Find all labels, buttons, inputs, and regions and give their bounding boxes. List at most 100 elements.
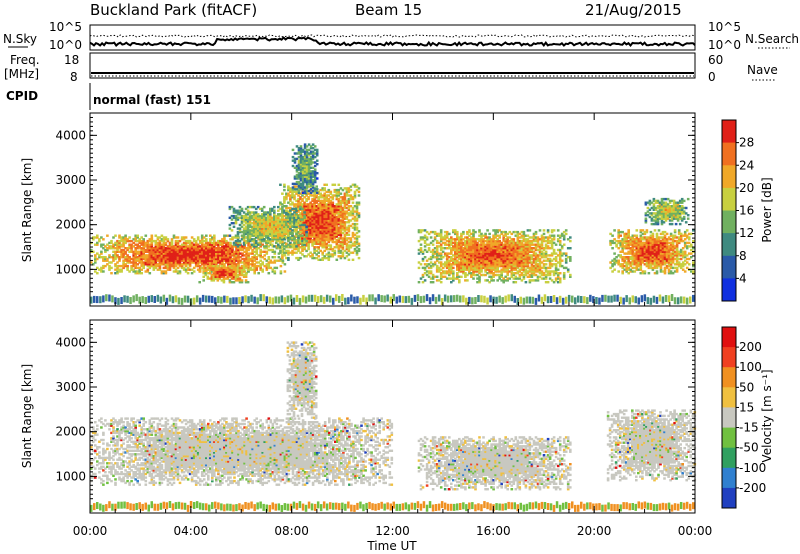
heatmap-cell: [337, 217, 341, 220]
heatmap-cell: [116, 268, 119, 271]
heatmap-cell: [337, 255, 341, 258]
heatmap-cell: [287, 210, 290, 213]
heatmap-cell: [264, 216, 268, 219]
heatmap-cell: [247, 245, 250, 248]
heatmap-cell: [209, 261, 212, 264]
heatmap-cell: [217, 254, 220, 257]
heatmap-cell: [468, 230, 471, 234]
heatmap-cell: [166, 252, 170, 255]
heatmap-cell: [232, 207, 236, 211]
heatmap-cell: [339, 242, 343, 245]
heatmap-cell: [355, 240, 359, 244]
heatmap-cell: [297, 249, 300, 253]
heatmap-cell: [291, 238, 294, 241]
heatmap-cell: [297, 159, 301, 162]
heatmap-cell: [317, 255, 320, 258]
heatmap-cell: [253, 264, 256, 268]
heatmap-cell: [128, 236, 131, 239]
heatmap-cell: [212, 264, 216, 268]
heatmap-cell: [307, 164, 311, 168]
heatmap-cell: [452, 230, 455, 234]
heatmap-cell: [349, 185, 353, 188]
heatmap-cell: [152, 263, 156, 266]
heatmap-cell: [244, 272, 248, 275]
heatmap-cell: [323, 194, 326, 197]
heatmap-cell: [248, 211, 252, 214]
heatmap-cell: [213, 259, 216, 262]
heatmap-cell: [259, 239, 262, 243]
heatmap-cell: [231, 236, 234, 239]
heatmap-cell: [252, 222, 256, 225]
heatmap-cell: [329, 215, 333, 219]
heatmap-cell: [313, 224, 316, 228]
heatmap-cell: [293, 197, 296, 201]
heatmap-cell: [271, 238, 274, 241]
heatmap-cell: [116, 254, 119, 257]
heatmap-cell: [323, 244, 326, 247]
heatmap-cell: [331, 231, 335, 235]
heatmap-cell: [186, 247, 190, 250]
heatmap-cell: [454, 243, 457, 246]
heatmap-cell: [285, 229, 288, 232]
heatmap-cell: [174, 252, 178, 255]
heatmap-cell: [468, 247, 471, 250]
heatmap-cell: [246, 225, 250, 228]
heatmap-cell: [355, 188, 359, 192]
heatmap-cell: [448, 238, 451, 241]
heatmap-cell: [174, 270, 178, 273]
date-title: 21/Aug/2015: [585, 1, 682, 19]
heatmap-cell: [219, 241, 222, 245]
heatmap-cell: [152, 264, 156, 268]
heatmap-cell: [235, 241, 238, 245]
heatmap-cell: [162, 272, 166, 275]
heatmap-cell: [291, 159, 295, 162]
heatmap-cell: [217, 239, 220, 243]
heatmap-cell: [331, 222, 335, 226]
heatmap-cell: [209, 256, 212, 259]
heatmap-cell: [267, 272, 271, 275]
heatmap-cell: [184, 248, 188, 252]
heatmap-cell: [307, 226, 310, 229]
heatmap-cell: [458, 241, 461, 245]
heatmap-cell: [301, 221, 304, 224]
heatmap-cell: [464, 268, 467, 271]
heatmap-cell: [323, 237, 326, 240]
heatmap-cell: [443, 252, 447, 255]
heatmap-cell: [291, 186, 295, 189]
heatmap-cell: [303, 154, 307, 157]
heatmap-cell: [299, 196, 302, 199]
heatmap-cell: [335, 228, 339, 231]
heatmap-cell: [435, 241, 439, 245]
heatmap-cell: [251, 256, 254, 259]
heatmap-cell: [204, 273, 207, 277]
heatmap-cell: [244, 225, 248, 228]
heatmap-cell: [285, 218, 288, 221]
heatmap-cell: [427, 248, 431, 252]
heatmap-cell: [174, 254, 178, 257]
heatmap-cell: [227, 234, 230, 237]
heatmap-cell: [299, 201, 302, 204]
heatmap-cell: [205, 243, 208, 246]
heatmap-cell: [331, 226, 335, 229]
heatmap-cell: [323, 242, 326, 245]
heatmap-cell: [146, 248, 150, 252]
heatmap-cell: [152, 266, 156, 270]
heatmap-cell: [106, 247, 109, 250]
heatmap-cell: [323, 228, 326, 231]
heatmap-cell: [281, 192, 284, 195]
heatmap-cell: [176, 241, 180, 245]
heatmap-cell: [168, 259, 172, 262]
heatmap-cell: [460, 270, 463, 273]
heatmap-cell: [303, 161, 307, 164]
heatmap-cell: [456, 234, 459, 237]
heatmap-cell: [353, 240, 357, 244]
heatmap-cell: [258, 216, 262, 219]
heatmap-cell: [246, 211, 250, 214]
heatmap-cell: [162, 259, 166, 262]
heatmap-cell: [228, 205, 232, 209]
heatmap-cell: [164, 259, 168, 262]
heatmap-cell: [305, 154, 309, 157]
heatmap-cell: [130, 257, 133, 261]
heatmap-cell: [245, 261, 248, 264]
heatmap-cell: [470, 272, 473, 275]
